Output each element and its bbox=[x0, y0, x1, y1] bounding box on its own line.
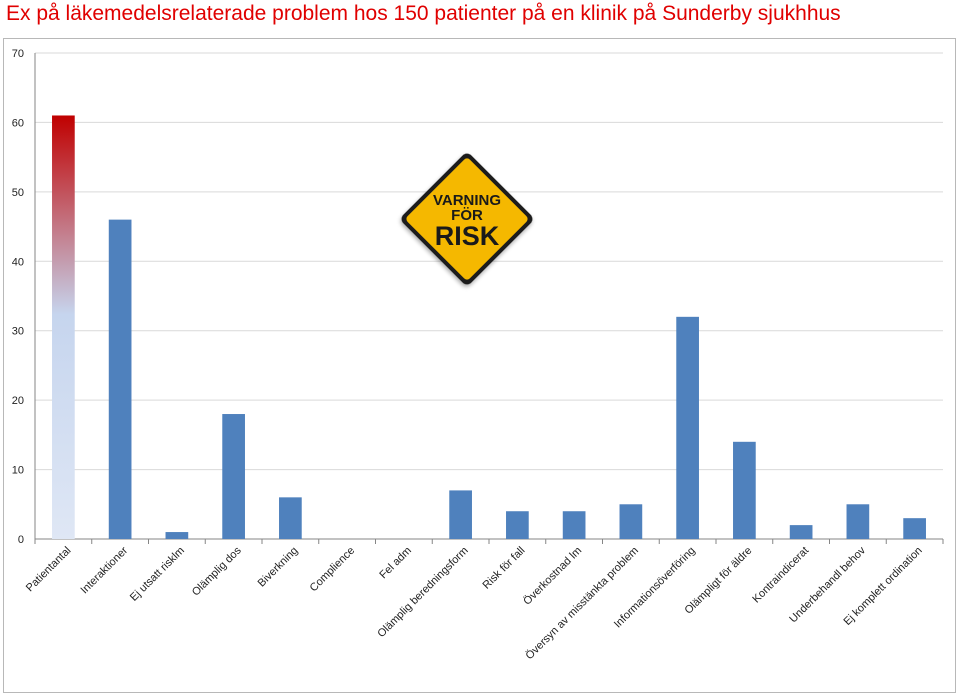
x-tick-label: Olämplig dos bbox=[190, 544, 244, 598]
y-tick-labels: 0 10 20 30 40 50 60 70 bbox=[12, 48, 24, 546]
y-tick-label: 20 bbox=[12, 395, 24, 407]
y-tick-label: 70 bbox=[12, 48, 24, 60]
x-tick-label: Ej utsatt risklm bbox=[128, 545, 187, 604]
bar bbox=[619, 504, 643, 539]
x-tick-label: Biverkning bbox=[256, 545, 301, 590]
bar bbox=[165, 532, 189, 539]
chart-area bbox=[3, 38, 956, 693]
bar bbox=[279, 497, 302, 539]
warning-sign-face bbox=[406, 158, 528, 280]
bar bbox=[733, 441, 756, 539]
gridlines bbox=[35, 52, 943, 471]
x-tick-label: Fel adm bbox=[377, 545, 414, 582]
y-tick-label: 10 bbox=[12, 465, 24, 477]
bars bbox=[52, 115, 926, 539]
warning-sign-line1: VARNING bbox=[433, 192, 501, 209]
bar bbox=[676, 316, 699, 539]
y-tick-label: 30 bbox=[12, 326, 24, 338]
bar bbox=[789, 525, 813, 539]
bar bbox=[506, 511, 529, 539]
x-tick-label: Överkostnad lm bbox=[521, 545, 584, 608]
x-tick-label: Complience bbox=[308, 545, 358, 595]
page-title: Ex på läkemedelsrelaterade problem hos 1… bbox=[6, 2, 841, 25]
bar bbox=[52, 115, 75, 539]
bar bbox=[449, 490, 472, 539]
bar bbox=[903, 518, 926, 539]
x-tick-label: Kontraindicerat bbox=[750, 545, 811, 606]
y-tick-label: 60 bbox=[12, 117, 24, 129]
axes bbox=[34, 53, 944, 544]
warning-sign: VARNING FÖR RISK bbox=[401, 153, 533, 285]
warning-sign-line2: FÖR bbox=[451, 207, 483, 224]
x-tick-label: Översyn av misstänkta problem bbox=[524, 545, 641, 662]
bar bbox=[846, 504, 870, 539]
x-tick-label: Olämplig beredningsform bbox=[375, 545, 470, 640]
y-tick-label: 0 bbox=[18, 534, 24, 546]
y-tick-label: 50 bbox=[12, 187, 24, 199]
bar bbox=[108, 219, 132, 539]
x-tick-label: Patientantal bbox=[24, 545, 74, 595]
y-tick-label: 40 bbox=[12, 256, 24, 268]
x-tick-label: Interaktioner bbox=[79, 544, 131, 596]
x-tick-label: Risk för fall bbox=[481, 545, 528, 592]
bar bbox=[562, 511, 586, 539]
warning-sign-line3: RISK bbox=[435, 221, 500, 251]
bar bbox=[222, 414, 245, 539]
